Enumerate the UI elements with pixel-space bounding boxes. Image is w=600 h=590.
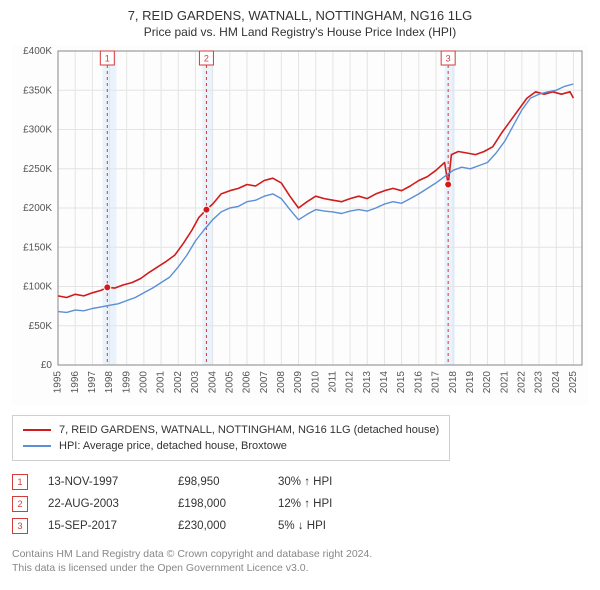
sales-marker-icon: 2 <box>12 496 28 512</box>
svg-text:1: 1 <box>105 54 110 64</box>
footer-attribution: Contains HM Land Registry data © Crown c… <box>12 547 588 575</box>
svg-text:2018: 2018 <box>448 371 459 394</box>
svg-text:2007: 2007 <box>259 371 270 394</box>
svg-text:2023: 2023 <box>534 371 545 394</box>
svg-text:£400K: £400K <box>23 46 52 57</box>
sales-price: £98,950 <box>178 471 258 493</box>
svg-text:1996: 1996 <box>70 371 81 394</box>
svg-text:2024: 2024 <box>551 371 562 394</box>
sales-date: 15-SEP-2017 <box>48 515 158 537</box>
svg-text:2008: 2008 <box>276 371 287 394</box>
svg-text:2002: 2002 <box>173 371 184 394</box>
svg-text:£250K: £250K <box>23 164 52 175</box>
svg-text:£100K: £100K <box>23 282 52 293</box>
chart-area: £0 £50K £100K £150K £200K £250K £300K £350K £400… <box>12 45 588 405</box>
chart-title: 7, REID GARDENS, WATNALL, NOTTINGHAM, NG… <box>12 8 588 23</box>
sales-price: £230,000 <box>178 515 258 537</box>
svg-text:2022: 2022 <box>517 371 528 394</box>
svg-text:2015: 2015 <box>396 371 407 394</box>
svg-text:2005: 2005 <box>224 371 235 394</box>
footer-line-2: This data is licensed under the Open Gov… <box>12 561 588 575</box>
line-chart-svg: £0 £50K £100K £150K £200K £250K £300K £350K £400… <box>12 45 588 405</box>
legend-label: 7, REID GARDENS, WATNALL, NOTTINGHAM, NG… <box>59 422 439 438</box>
sales-hpi-delta: 30% ↑ HPI <box>278 471 368 493</box>
svg-text:£150K: £150K <box>23 242 52 253</box>
sales-hpi-delta: 5% ↓ HPI <box>278 515 368 537</box>
sales-marker-icon: 1 <box>12 474 28 490</box>
svg-text:2010: 2010 <box>310 371 321 394</box>
legend-swatch <box>23 429 51 431</box>
svg-text:£300K: £300K <box>23 125 52 136</box>
sales-date: 22-AUG-2003 <box>48 493 158 515</box>
sales-date: 13-NOV-1997 <box>48 471 158 493</box>
svg-text:£350K: £350K <box>23 85 52 96</box>
svg-text:1998: 1998 <box>104 371 115 394</box>
sales-hpi-delta: 12% ↑ HPI <box>278 493 368 515</box>
svg-text:3: 3 <box>446 54 451 64</box>
legend-swatch <box>23 445 51 447</box>
svg-text:2016: 2016 <box>413 371 424 394</box>
legend-row: 7, REID GARDENS, WATNALL, NOTTINGHAM, NG… <box>23 422 439 438</box>
svg-text:2006: 2006 <box>242 371 253 394</box>
svg-text:2001: 2001 <box>156 371 167 394</box>
svg-text:2013: 2013 <box>362 371 373 394</box>
sales-table: 1 13-NOV-1997 £98,950 30% ↑ HPI 2 22-AUG-2003… <box>12 471 588 537</box>
sales-row: 1 13-NOV-1997 £98,950 30% ↑ HPI <box>12 471 588 493</box>
svg-text:2020: 2020 <box>482 371 493 394</box>
sales-row: 3 15-SEP-2017 £230,000 5% ↓ HPI <box>12 515 588 537</box>
legend-row: HPI: Average price, detached house, Brox… <box>23 438 439 454</box>
svg-text:2019: 2019 <box>465 371 476 394</box>
svg-text:2011: 2011 <box>328 371 339 393</box>
svg-text:2003: 2003 <box>190 371 201 394</box>
svg-text:1999: 1999 <box>121 371 132 394</box>
svg-text:2017: 2017 <box>431 371 442 394</box>
svg-text:2025: 2025 <box>568 371 579 394</box>
legend-label: HPI: Average price, detached house, Brox… <box>59 438 287 454</box>
legend-box: 7, REID GARDENS, WATNALL, NOTTINGHAM, NG… <box>12 415 450 461</box>
svg-text:2014: 2014 <box>379 371 390 394</box>
svg-text:2009: 2009 <box>293 371 304 394</box>
sales-row: 2 22-AUG-2003 £198,000 12% ↑ HPI <box>12 493 588 515</box>
svg-text:2004: 2004 <box>207 371 218 394</box>
chart-container: 7, REID GARDENS, WATNALL, NOTTINGHAM, NG… <box>0 0 600 587</box>
svg-text:£50K: £50K <box>29 321 53 332</box>
svg-text:2000: 2000 <box>139 371 150 394</box>
svg-text:£200K: £200K <box>23 203 52 214</box>
svg-text:2012: 2012 <box>345 371 356 394</box>
chart-subtitle: Price paid vs. HM Land Registry's House … <box>12 25 588 39</box>
svg-text:2: 2 <box>204 54 209 64</box>
sales-marker-icon: 3 <box>12 518 28 534</box>
sales-price: £198,000 <box>178 493 258 515</box>
svg-text:£0: £0 <box>41 360 53 371</box>
svg-text:2021: 2021 <box>499 371 510 394</box>
svg-text:1995: 1995 <box>53 371 64 394</box>
footer-line-1: Contains HM Land Registry data © Crown c… <box>12 547 588 561</box>
svg-text:1997: 1997 <box>87 371 98 394</box>
